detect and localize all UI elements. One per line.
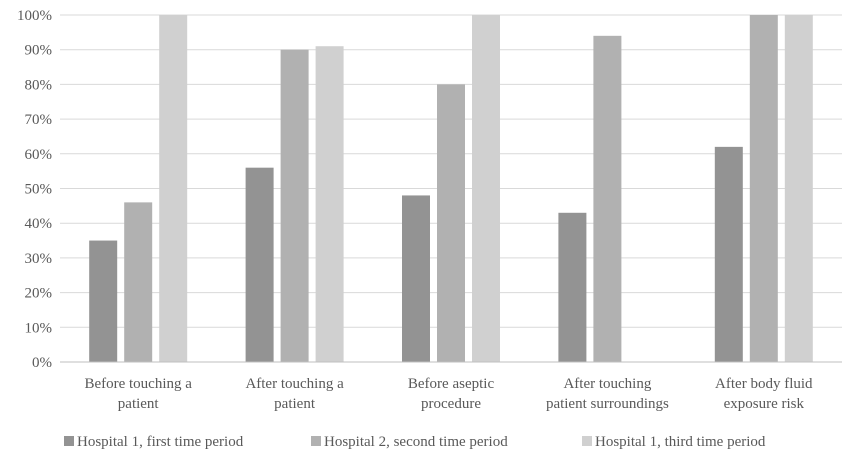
y-axis-tick-labels: 0% 10% 20% 30% 40% 50% 60% 70% 80% 90% 100% — [17, 8, 52, 371]
bar — [714, 146, 743, 362]
bar — [593, 35, 622, 362]
y-tick-label: 40% — [25, 216, 53, 232]
y-tick-label: 100% — [17, 8, 52, 24]
legend: Hospital 1, first time period Hospital 2,… — [64, 434, 766, 450]
x-category-label: Before touching a — [84, 376, 192, 392]
x-category-label: procedure — [421, 396, 481, 412]
y-tick-label: 10% — [25, 320, 53, 336]
bar — [89, 240, 118, 362]
y-tick-label: 30% — [25, 251, 53, 267]
y-tick-label: 90% — [25, 43, 53, 59]
y-tick-label: 60% — [25, 147, 53, 163]
legend-swatch — [64, 436, 74, 446]
bar — [245, 167, 274, 362]
legend-label: Hospital 2, second time period — [324, 434, 508, 450]
x-category-label: After touching — [563, 376, 651, 392]
y-tick-label: 20% — [25, 286, 53, 302]
legend-item: Hospital 1, first time period — [64, 434, 244, 450]
bar — [402, 195, 430, 362]
y-tick-label: 70% — [25, 112, 53, 128]
y-tick-label: 80% — [25, 77, 53, 93]
bar — [784, 15, 813, 362]
legend-item: Hospital 2, second time period — [311, 434, 508, 450]
bars — [89, 15, 813, 363]
bar — [472, 15, 500, 362]
bar — [315, 46, 344, 362]
bar — [124, 202, 153, 362]
y-tick-label: 0% — [32, 355, 52, 371]
legend-label: Hospital 1, third time period — [595, 434, 766, 450]
x-axis-category-labels: Before touching a patient After touching a… — [84, 376, 813, 412]
x-category-label: After body fluid — [715, 376, 813, 392]
legend-label: Hospital 1, first time period — [77, 434, 244, 450]
legend-item: Hospital 1, third time period — [582, 434, 766, 450]
legend-swatch — [311, 436, 321, 446]
x-category-label: patient — [274, 396, 316, 412]
x-category-label: exposure risk — [724, 396, 805, 412]
bar — [159, 15, 188, 362]
y-tick-label: 50% — [25, 182, 53, 198]
bar — [280, 49, 309, 362]
bar — [749, 15, 778, 362]
legend-swatch — [582, 436, 592, 446]
x-category-label: After touching a — [245, 376, 344, 392]
bar — [558, 212, 587, 362]
x-category-label: patient — [118, 396, 160, 412]
bar — [437, 84, 465, 363]
x-category-label: patient surroundings — [546, 396, 669, 412]
x-category-label: Before aseptic — [408, 376, 495, 392]
